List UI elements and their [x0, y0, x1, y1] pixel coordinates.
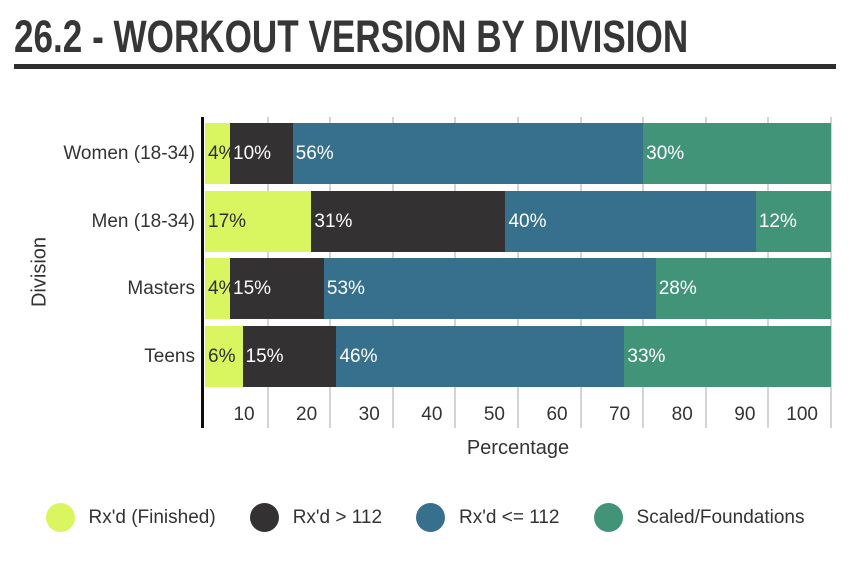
y-category-label: Men (18-34) — [91, 210, 196, 232]
bar-row: 4% 10% 56% 30% — [205, 123, 831, 184]
y-category-label: Masters — [127, 278, 195, 300]
bar-segment-label: 6% — [208, 346, 236, 367]
title-rule — [14, 64, 836, 69]
bar-segment: 33% — [624, 326, 831, 387]
x-tick-label: 80 — [671, 404, 693, 425]
bar-segment-label: 31% — [314, 210, 353, 232]
bar-segment: 40% — [505, 190, 756, 252]
bar-row: 17% 31% 40% 12% — [205, 190, 831, 252]
y-axis-category-labels: Women (18-34) Men (18-34) Masters Teens — [0, 117, 195, 428]
bar-segment: 15% — [230, 258, 324, 320]
bar-segment-label: 40% — [508, 210, 547, 232]
bar-segment-label: 4% — [208, 143, 236, 164]
bar-segment: 46% — [336, 326, 625, 387]
legend-item: Scaled/Foundations — [593, 503, 805, 532]
y-category-label: Teens — [144, 346, 195, 367]
y-axis-line — [201, 117, 204, 428]
gridline — [830, 117, 832, 428]
x-tick-label: 10 — [233, 404, 255, 425]
bar-segment: 6% — [205, 326, 243, 387]
legend: Rx'd (Finished) Rx'd > 112 Rx'd <= 112 Scal… — [0, 503, 850, 532]
x-tick-label: 70 — [609, 404, 631, 425]
bar-segment-label: 30% — [646, 143, 685, 164]
bar-segment-label: 33% — [627, 346, 666, 367]
x-tick-label: 100 — [786, 404, 818, 425]
bar-segment-label: 17% — [208, 210, 247, 232]
legend-item: Rx'd <= 112 — [416, 503, 560, 532]
legend-swatch — [416, 503, 446, 532]
x-axis-label: Percentage — [466, 437, 570, 459]
bar-segment: 28% — [655, 258, 831, 320]
bar-segment-label: 28% — [658, 278, 697, 300]
bar-row: 6% 15% 46% 33% — [205, 326, 831, 387]
legend-swatch — [249, 503, 279, 532]
x-tick-label: 60 — [546, 404, 568, 425]
legend-label: Rx'd (Finished) — [88, 506, 216, 528]
bar-segment: 4% — [205, 258, 235, 320]
bar-segment: 31% — [311, 190, 506, 252]
legend-label: Rx'd <= 112 — [459, 506, 560, 528]
legend-label: Rx'd > 112 — [292, 506, 383, 528]
bar-segment-label: 10% — [233, 143, 272, 164]
legend-item: Rx'd (Finished) — [45, 503, 216, 532]
bar-segment-label: 53% — [326, 278, 365, 300]
plot-area: 10 20 30 40 50 60 70 80 90 100 4% 10% 56% 30% 17% 31% 40… — [201, 117, 832, 428]
x-tick-label: 20 — [296, 404, 318, 425]
bar-row: 4% 15% 53% 28% — [205, 258, 831, 320]
x-tick-label: 30 — [358, 404, 380, 425]
bar-segment: 12% — [755, 190, 831, 252]
legend-swatch — [593, 503, 623, 532]
legend-item: Rx'd > 112 — [249, 503, 383, 532]
x-tick-label: 90 — [734, 404, 756, 425]
bar-segment-label: 56% — [295, 143, 334, 164]
chart-title: 26.2 - WORKOUT VERSION BY DIVISION — [14, 11, 689, 62]
bar-segment: 15% — [242, 326, 337, 387]
legend-label: Scaled/Foundations — [636, 506, 805, 528]
legend-swatch — [45, 503, 75, 532]
y-category-label: Women (18-34) — [63, 143, 195, 164]
bar-segment: 30% — [643, 123, 831, 184]
bar-segment: 56% — [292, 123, 644, 184]
bar-segment: 10% — [230, 123, 293, 184]
x-tick-label: 40 — [421, 404, 443, 425]
bar-segment-label: 15% — [245, 346, 284, 367]
bar-segment-label: 46% — [339, 346, 378, 367]
bar-segment-label: 12% — [758, 210, 797, 232]
bar-segment: 53% — [323, 258, 656, 320]
bar-segment: 17% — [205, 190, 312, 252]
bar-segment-label: 15% — [233, 278, 272, 300]
bar-segment-label: 4% — [208, 278, 236, 300]
x-tick-label: 50 — [483, 404, 505, 425]
bar-segment: 4% — [205, 123, 235, 184]
